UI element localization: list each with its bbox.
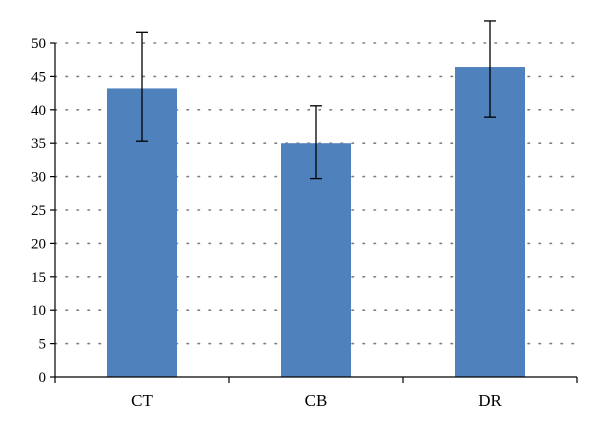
y-tick-label-35: 35 bbox=[31, 136, 46, 152]
y-tick-label-45: 45 bbox=[31, 69, 46, 85]
y-tick-label-25: 25 bbox=[31, 203, 46, 219]
x-tick-label-cb: CB bbox=[305, 391, 328, 410]
y-tick-label-50: 50 bbox=[31, 36, 46, 52]
error-bar-ct bbox=[136, 31, 148, 142]
error-bar-dr bbox=[484, 20, 496, 118]
y-tick-label-30: 30 bbox=[31, 170, 46, 186]
y-tick-label-20: 20 bbox=[31, 236, 46, 252]
x-tick-label-dr: DR bbox=[478, 391, 502, 410]
bar-dr bbox=[455, 67, 525, 377]
y-tick-label-0: 0 bbox=[39, 370, 47, 386]
axes bbox=[50, 42, 578, 383]
y-tick-label-15: 15 bbox=[31, 270, 46, 286]
x-tick-label-ct: CT bbox=[131, 391, 153, 410]
labels: 0 5 10 15 20 25 30 35 40 45 50 CT CB DR bbox=[31, 36, 502, 410]
y-tick-label-5: 5 bbox=[39, 337, 47, 353]
error-bar-cb bbox=[310, 105, 322, 180]
y-tick-label-10: 10 bbox=[31, 303, 46, 319]
bar-cb bbox=[281, 143, 351, 377]
y-tick-label-40: 40 bbox=[31, 103, 46, 119]
error-bars bbox=[136, 20, 496, 180]
